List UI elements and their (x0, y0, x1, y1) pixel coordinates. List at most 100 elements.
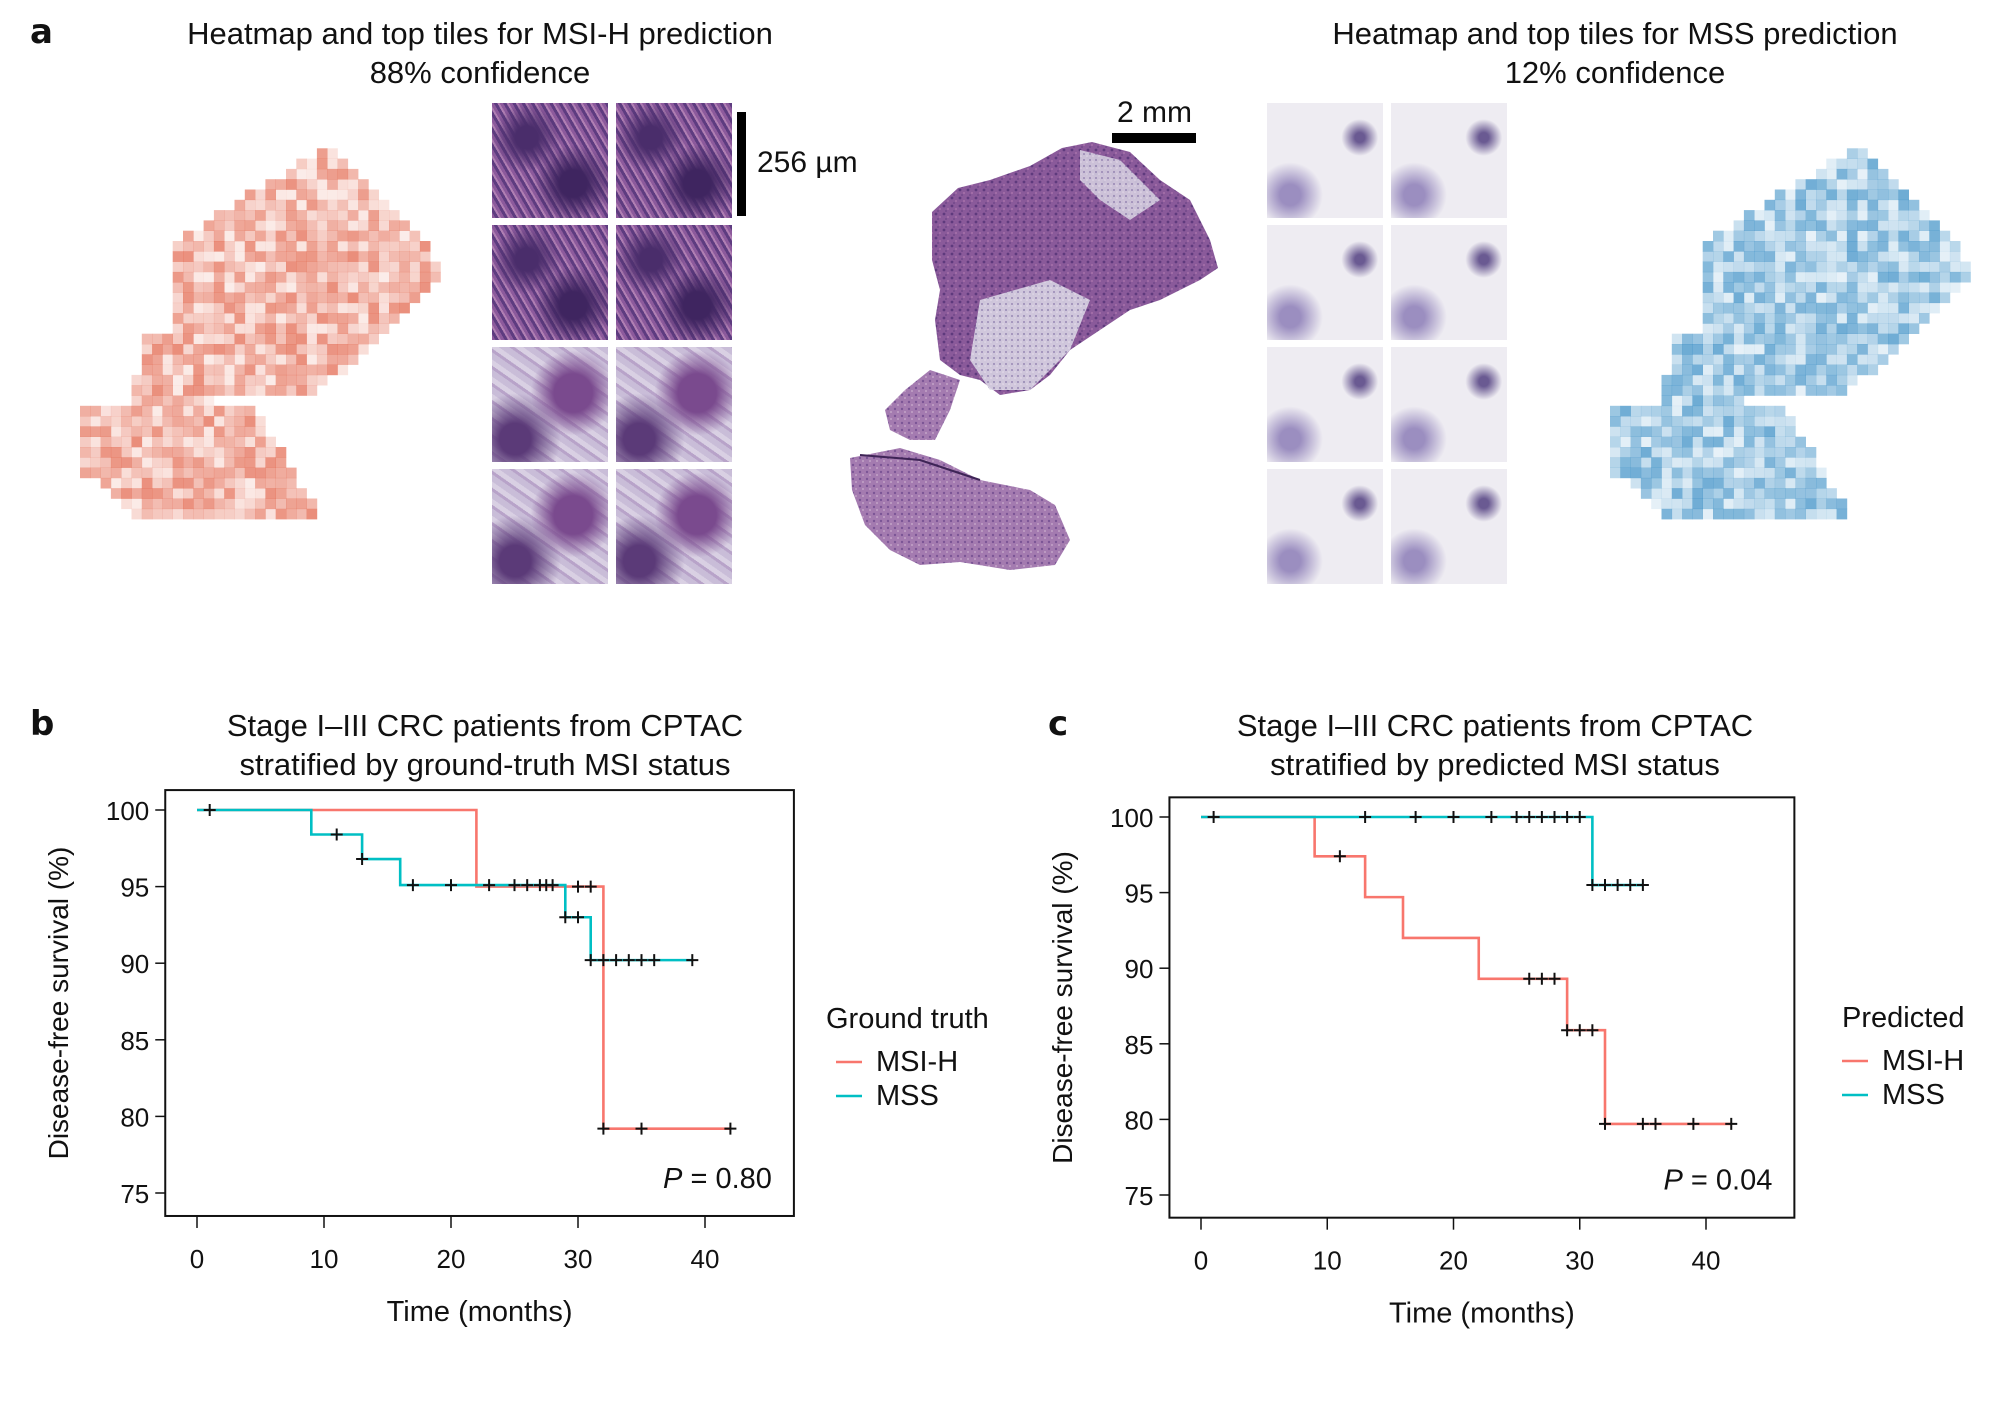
heatmap-cell (275, 385, 287, 396)
heatmap-cell (80, 405, 91, 417)
heatmap-cell (1764, 292, 1776, 304)
heatmap-cell (1816, 292, 1827, 304)
heatmap-cell (389, 313, 400, 324)
tile-scale-label: 256 µm (757, 146, 858, 179)
heatmap-cell (1754, 333, 1765, 345)
heatmap-cell (213, 374, 225, 386)
heatmap-cell (121, 488, 132, 499)
heatmap-cell (347, 261, 359, 273)
heatmap-cell (286, 271, 297, 283)
heatmap-cell (1908, 261, 1920, 273)
km-curve-mss (1201, 815, 1643, 887)
heatmap-cell (1671, 457, 1683, 468)
heatmap-cell (244, 508, 256, 520)
heatmap-cell (286, 189, 297, 201)
histology-tile (492, 225, 608, 340)
mss-heatmap-title: Heatmap and top tiles for MSS prediction (1332, 16, 1898, 51)
heatmap-cell (1805, 261, 1817, 273)
heatmap-cell (244, 364, 256, 376)
heatmap-cell (172, 241, 184, 252)
heatmap-cell (1651, 488, 1662, 499)
heatmap-cell (1743, 241, 1755, 252)
heatmap-cell (1671, 364, 1683, 376)
heatmap-cell (183, 261, 194, 273)
heatmap-cell (1774, 261, 1786, 273)
heatmap-cell (234, 508, 246, 520)
heatmap-cell (286, 282, 297, 293)
heatmap-cell (306, 508, 318, 520)
heatmap-cell (1877, 251, 1889, 262)
p-value: P = 0.04 (1664, 1165, 1773, 1197)
heatmap-cell (1929, 292, 1940, 304)
heatmap-cell (1764, 220, 1776, 231)
heatmap-cell (1826, 323, 1837, 334)
heatmap-cell (1702, 477, 1714, 489)
legend-label-mss: MSS (1882, 1079, 1945, 1111)
heatmap-cell (1640, 477, 1652, 489)
heatmap-cell (1702, 374, 1714, 386)
y-tick-label: 95 (120, 873, 149, 903)
heatmap-cell (172, 426, 184, 437)
heatmap-cell (1743, 416, 1755, 427)
heatmap-cell (1754, 261, 1765, 273)
heatmap-cell (1877, 302, 1889, 314)
heatmap-cell (1661, 477, 1673, 489)
heatmap-cell (296, 158, 307, 170)
heatmap-cell (1630, 416, 1642, 427)
heatmap-cell (1805, 333, 1817, 345)
heatmap-cell (255, 323, 266, 334)
heatmap-cell (286, 477, 297, 489)
heatmap-cell (286, 385, 297, 396)
heatmap-cell (378, 261, 390, 273)
heatmap-cell (172, 333, 184, 345)
heatmap-cell (1867, 364, 1879, 376)
heatmap-cell (1764, 416, 1776, 427)
heatmap-cell (1620, 426, 1631, 437)
heatmap-cell (1919, 271, 1930, 283)
censor-mark (597, 1122, 610, 1135)
heatmap-cell (193, 313, 204, 324)
heatmap-cell (255, 199, 266, 211)
p-value: P = 0.80 (663, 1163, 772, 1195)
censor-mark (1561, 811, 1574, 823)
heatmap-cell (224, 271, 235, 283)
y-tick-label: 75 (1125, 1181, 1154, 1211)
heatmap-cell (1682, 426, 1693, 437)
heatmap-cell (1846, 210, 1858, 221)
heatmap-cell (265, 292, 276, 304)
heatmap-cell (1764, 385, 1776, 396)
tissue-lower-lobe (850, 448, 1070, 570)
heatmap-cell (193, 271, 204, 283)
heatmap-cell (1857, 354, 1868, 365)
heatmap-cell (1836, 374, 1848, 386)
heatmap-cell (1620, 416, 1631, 427)
heatmap-cell (131, 416, 143, 427)
heatmap-cell (265, 477, 276, 489)
heatmap-cell (296, 498, 307, 510)
heatmap-cell (234, 241, 246, 252)
heatmap-cell (1651, 416, 1662, 427)
heatmap-cell (327, 158, 338, 170)
heatmap-cell (368, 302, 379, 314)
heatmap-cell (224, 220, 235, 231)
heatmap-cell (1713, 405, 1724, 417)
heatmap-cell (1867, 354, 1879, 365)
p-number: = 0.80 (682, 1163, 772, 1195)
heatmap-cell (1692, 364, 1703, 376)
heatmap-cell (100, 426, 112, 437)
heatmap-cell (234, 251, 246, 262)
heatmap-cell (306, 323, 318, 334)
heatmap-cell (1774, 271, 1786, 283)
heatmap-cell (1785, 210, 1796, 221)
heatmap-cell (213, 457, 225, 468)
heatmap-cell (1774, 333, 1786, 345)
heatmap-cell (1898, 189, 1909, 201)
heatmap-cell (244, 488, 256, 499)
heatmap-cell (1743, 477, 1755, 489)
heatmap-cell (1754, 436, 1765, 448)
heatmap-cell (1805, 364, 1817, 376)
heatmap-cell (316, 158, 328, 170)
censor-mark (572, 880, 584, 893)
heatmap-cell (1785, 436, 1796, 448)
heatmap-cell (358, 230, 369, 242)
